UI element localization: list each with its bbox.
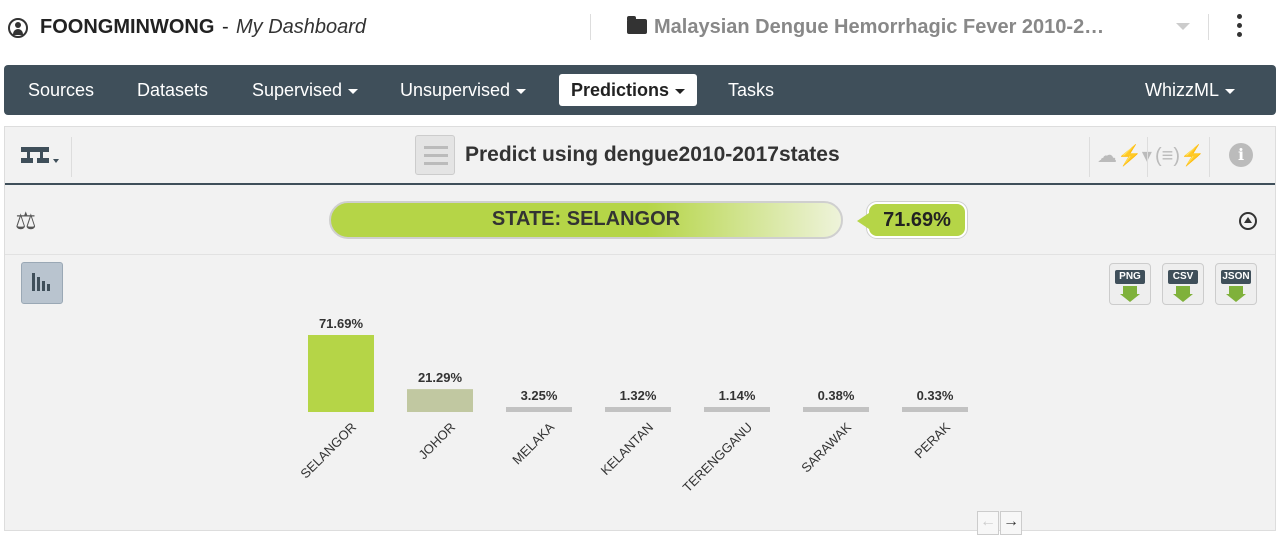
collapse-icon[interactable] [1239, 212, 1257, 230]
nav-tasks[interactable]: Tasks [716, 74, 786, 106]
probability-bar-chart: 71.69% SELANGOR 21.29% JOHOR 3.25% MELAKA 1.32… [297, 316, 968, 495]
bar-value-label: 1.32% [620, 388, 657, 403]
nav-unsupervised[interactable]: Unsupervised [388, 74, 538, 106]
download-png-button[interactable]: PNG [1109, 263, 1151, 305]
model-tree-icon[interactable] [19, 145, 59, 169]
bar-melaka[interactable] [506, 407, 572, 412]
prediction-form-icon [415, 135, 455, 175]
category-label: TERENGGANU [680, 420, 755, 495]
main-nav: Sources Datasets Supervised Unsupervised… [4, 65, 1276, 115]
probability-chart-area: PNG CSV JSON 71.69% SELANGOR 21.29% JOHOR 3.… [5, 257, 1275, 535]
prediction-result: ⚖ STATE: SELANGOR 71.69% [5, 187, 1275, 255]
nav-predictions[interactable]: Predictions [559, 74, 698, 106]
username[interactable]: FOONGMINWONG [40, 16, 215, 38]
caret-down-icon [1225, 88, 1236, 94]
bar-value-label: 1.14% [719, 388, 756, 403]
next-page-button[interactable]: → [1000, 511, 1022, 535]
download-json-button[interactable]: JSON [1215, 263, 1257, 305]
nav-label: Supervised [252, 80, 343, 100]
nav-datasets[interactable]: Datasets [125, 74, 220, 106]
project-name[interactable]: Malaysian Dengue Hemorrhagic Fever 2010-… [654, 16, 1105, 38]
prev-page-button[interactable]: ← [977, 511, 999, 535]
caret-down-icon [348, 88, 359, 94]
bar-value-label: 0.38% [818, 388, 855, 403]
category-label: KELANTAN [598, 420, 656, 478]
nav-sources[interactable]: Sources [16, 74, 106, 106]
nav-supervised[interactable]: Supervised [240, 74, 370, 106]
dashboard-label[interactable]: My Dashboard [236, 16, 367, 38]
divider [590, 14, 591, 40]
divider [1209, 137, 1210, 177]
bar-value-label: 71.69% [319, 316, 364, 331]
info-icon[interactable]: i [1229, 143, 1253, 167]
category-label: PERAK [911, 419, 953, 461]
download-csv-button[interactable]: CSV [1162, 263, 1204, 305]
json-label: JSON [1221, 270, 1251, 284]
bar-terengganu[interactable] [704, 407, 770, 412]
category-label: MELAKA [509, 419, 557, 467]
caret-down-icon [675, 88, 686, 94]
bar-sarawak[interactable] [803, 407, 869, 412]
category-label: JOHOR [415, 420, 458, 463]
page-title: Predict using dengue2010-2017states [465, 143, 840, 166]
confidence-badge: 71.69% [857, 202, 967, 238]
bar-perak[interactable] [902, 407, 968, 412]
title-separator: - [222, 16, 229, 38]
divider [71, 137, 72, 177]
chart-view-icon[interactable] [21, 262, 63, 304]
bar-kelantan[interactable] [605, 407, 671, 412]
api-icon[interactable]: (≡)⚡ [1155, 145, 1205, 167]
nav-label: Unsupervised [400, 80, 511, 100]
prediction-toolbar: Predict using dengue2010-2017states ☁⚡▾ … [5, 127, 1275, 185]
divider [1089, 137, 1090, 177]
folder-icon [627, 16, 647, 34]
caret-down-icon [516, 88, 527, 94]
project-dropdown-icon[interactable] [1176, 23, 1190, 30]
nav-label: Datasets [137, 80, 209, 100]
csv-label: CSV [1168, 270, 1198, 284]
bar-value-label: 0.33% [917, 388, 954, 403]
png-label: PNG [1115, 270, 1145, 284]
user-icon[interactable] [8, 18, 28, 38]
bar-value-label: 21.29% [418, 370, 463, 385]
nav-label: Predictions [571, 80, 670, 100]
scale-icon: ⚖ [15, 208, 37, 235]
nav-label: Tasks [728, 80, 775, 100]
bar-value-label: 3.25% [521, 388, 558, 403]
category-label: SARAWAK [798, 419, 854, 475]
nav-label: WhizzML [1145, 80, 1220, 100]
top-bar: FOONGMINWONG - My Dashboard Malaysian De… [0, 0, 1285, 56]
nav-whizzml[interactable]: WhizzML [1133, 74, 1247, 106]
divider [1208, 14, 1209, 40]
category-label: SELANGOR [297, 420, 359, 482]
bar-selangor[interactable] [308, 335, 374, 412]
more-options-icon[interactable] [1236, 14, 1244, 42]
batch-predict-icon[interactable]: ☁⚡▾ [1097, 145, 1152, 167]
predicted-class-bar: STATE: SELANGOR [329, 201, 843, 239]
nav-label: Sources [28, 80, 95, 100]
divider [1147, 137, 1148, 177]
bar-johor[interactable] [407, 389, 473, 412]
prediction-panel: Predict using dengue2010-2017states ☁⚡▾ … [4, 126, 1276, 535]
